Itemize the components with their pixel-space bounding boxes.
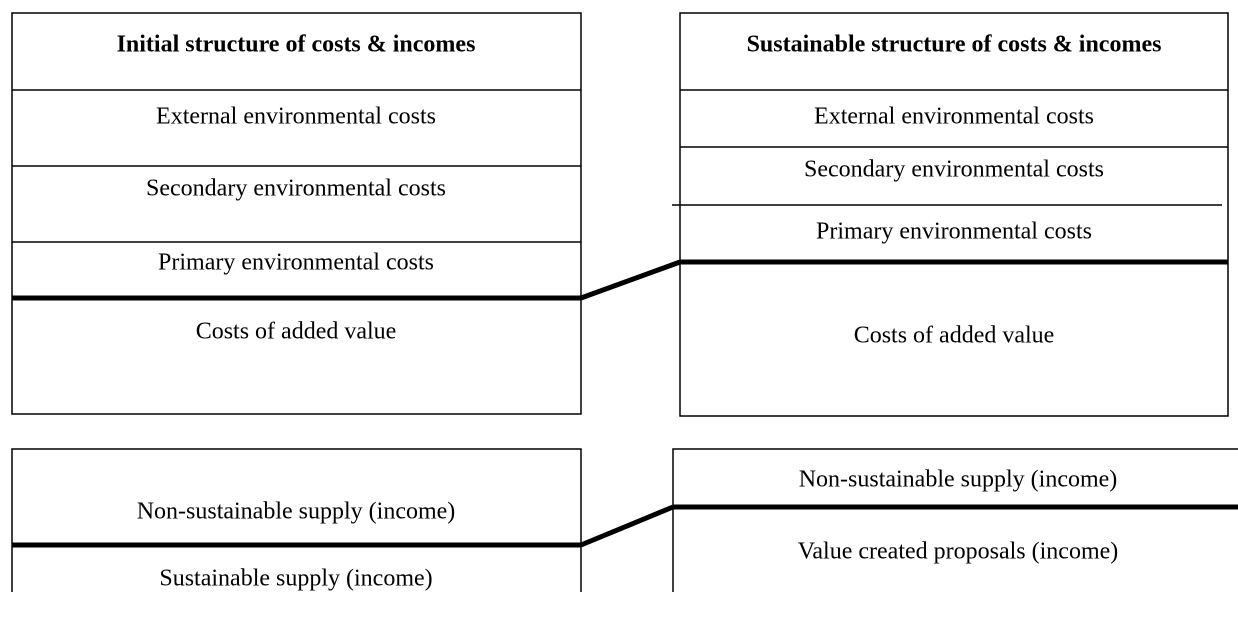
connector: [580, 259, 681, 301]
income-label: Non-sustainable supply (income): [799, 467, 1118, 493]
cost-label: Costs of added value: [854, 323, 1055, 349]
cost-label: External environmental costs: [814, 104, 1094, 130]
cost-label: Primary environmental costs: [816, 219, 1092, 245]
cost-label: Costs of added value: [196, 319, 397, 345]
cost-label: Secondary environmental costs: [146, 176, 446, 202]
cost-label: Primary environmental costs: [158, 250, 434, 276]
income-label: Sustainable supply (income): [159, 566, 432, 592]
sustainable-incomes-box: [672, 448, 1238, 592]
income-label: Non-sustainable supply (income): [137, 499, 456, 525]
connector: [580, 504, 674, 548]
cost-label: External environmental costs: [156, 104, 436, 130]
cost-label: Secondary environmental costs: [804, 157, 1104, 183]
sustainable-costs-box: [679, 12, 1229, 417]
box-title: Sustainable structure of costs & incomes: [747, 32, 1162, 58]
initial-costs-box: [11, 12, 582, 415]
income-label: Value created proposals (income): [798, 539, 1119, 565]
initial-incomes-box: [11, 448, 582, 592]
box-title: Initial structure of costs & incomes: [117, 32, 476, 58]
